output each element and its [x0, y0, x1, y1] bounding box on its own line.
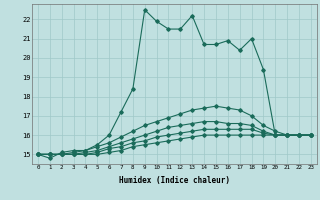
- X-axis label: Humidex (Indice chaleur): Humidex (Indice chaleur): [119, 176, 230, 185]
